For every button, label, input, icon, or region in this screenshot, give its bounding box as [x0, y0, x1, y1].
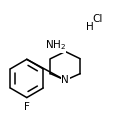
- Text: H: H: [85, 22, 93, 32]
- Text: NH$_2$: NH$_2$: [44, 39, 65, 52]
- Text: Cl: Cl: [91, 14, 101, 24]
- Text: N: N: [61, 75, 69, 85]
- Text: F: F: [24, 102, 29, 112]
